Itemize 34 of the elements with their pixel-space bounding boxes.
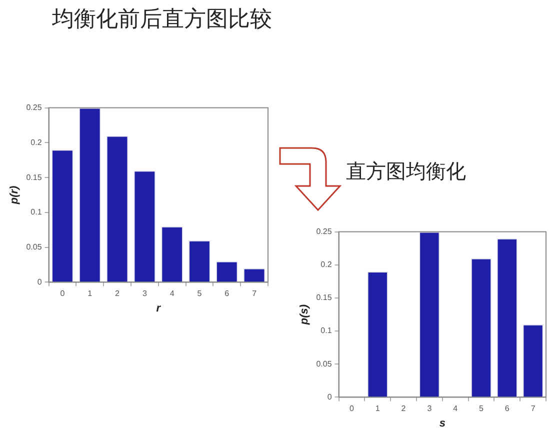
y-tick-label: 0.15 — [316, 293, 332, 302]
x-tick-label: 0 — [60, 289, 66, 298]
x-tick-label: 5 — [479, 404, 484, 414]
y-tick-label: 0.25 — [26, 103, 42, 112]
chart-title: 均衡化前后直方图比较 — [52, 6, 272, 34]
x-tick-label: 0 — [349, 404, 354, 414]
x-tick-label: 6 — [504, 404, 510, 414]
x-tick-label: 5 — [197, 289, 202, 298]
x-tick-label: 7 — [530, 404, 536, 414]
x-tick-label: 2 — [115, 289, 120, 298]
x-tick-label: 6 — [224, 289, 230, 298]
x-tick-label: 1 — [375, 404, 380, 414]
x-tick-label: 3 — [427, 404, 432, 414]
y-tick-label: 0 — [327, 392, 332, 402]
y-axis-title: p(r) — [8, 186, 21, 206]
x-axis-title: r — [156, 302, 162, 314]
y-tick-label: 0.05 — [26, 242, 42, 252]
x-tick-label: 7 — [252, 289, 258, 298]
y-tick-label: 0.25 — [316, 227, 332, 236]
y-tick-label: 0.1 — [320, 326, 332, 336]
x-tick-label: 4 — [170, 289, 175, 298]
x-tick-label: 1 — [88, 289, 93, 298]
x-tick-label: 4 — [453, 404, 458, 414]
y-axis-title: p(s) — [298, 304, 311, 326]
y-tick-label: 0.15 — [26, 172, 42, 182]
y-tick-label: 0.2 — [30, 138, 42, 147]
y-tick-label: 0.2 — [320, 260, 332, 270]
x-tick-label: 3 — [142, 289, 148, 298]
x-tick-label: 2 — [401, 404, 406, 414]
y-tick-label: 0.1 — [30, 208, 42, 217]
y-tick-label: 0 — [37, 277, 42, 286]
text: 直方图均衡化 — [346, 158, 466, 185]
x-axis-title: s — [439, 417, 446, 430]
y-tick-label: 0.05 — [316, 359, 332, 368]
